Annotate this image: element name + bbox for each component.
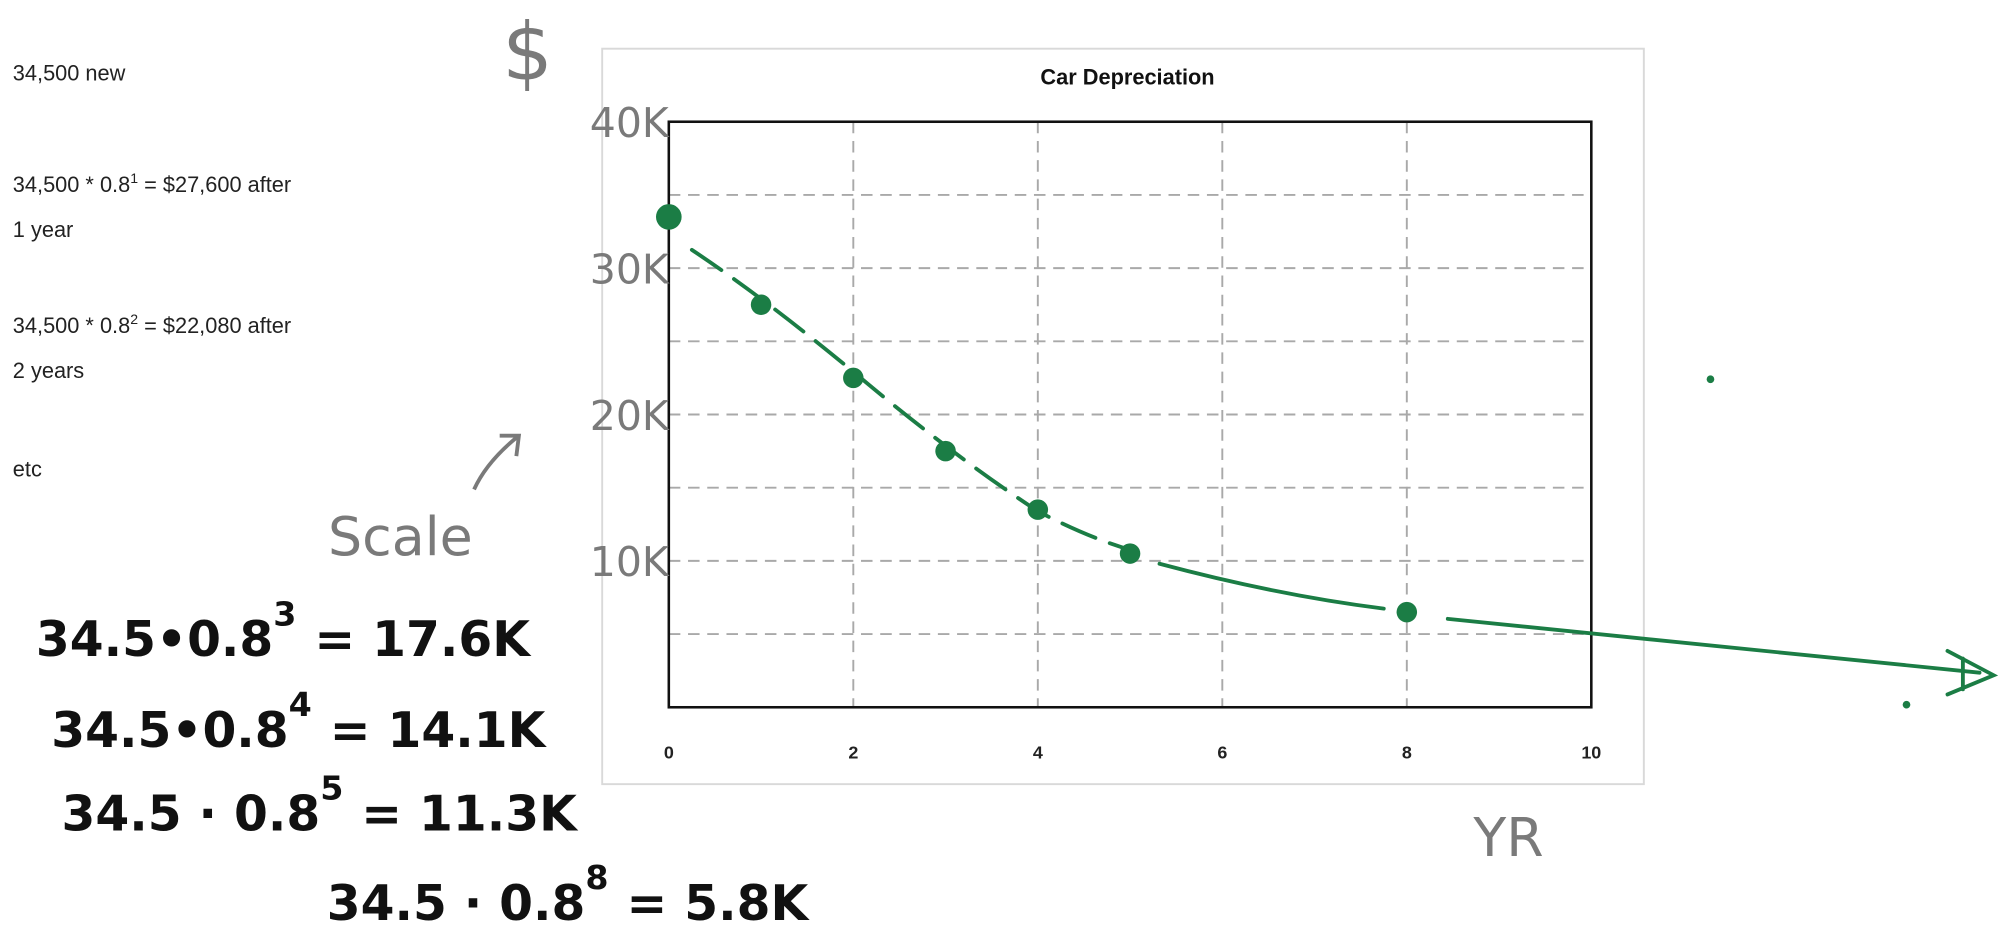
hand-equation: 34.5 · 0.88 = 5.8K [327,858,811,932]
hand-equation-base: 34.5 · 0.8 [62,786,321,842]
data-point [1120,543,1141,564]
hand-y-tick-label: 40K [590,99,670,147]
note-exponent: 2 [130,311,138,327]
data-point [1028,499,1049,520]
x-tick-label: 6 [1217,743,1227,763]
chart-frame [602,49,1644,784]
data-point [1397,602,1418,623]
data-point [843,368,864,389]
hand-equation-rest: = 5.8K [627,876,811,932]
hand-equation-rest: = 14.1K [330,703,548,759]
hand-equation-rest: = 17.6K [314,612,532,668]
hand-equation-exponent: 5 [320,769,343,808]
hand-scale-arrow [474,436,519,490]
hand-equation: 34.5•0.84 = 14.1K [51,685,547,759]
note-base: 34,500 * 0.8 [13,313,130,338]
note-line: 34,500 new [13,61,126,86]
note-base: 34,500 * 0.8 [13,172,130,197]
data-point [656,204,682,230]
hand-equation-exponent: 8 [585,858,608,897]
data-point [751,294,772,315]
hand-equation-base: 34.5•0.8 [51,703,288,759]
x-tick-label: 2 [848,743,858,763]
page: Car Depreciation $ Scale YR 34,500 new34… [0,0,2009,952]
hand-equation-base: 34.5 · 0.8 [327,876,586,932]
note-line: 34,500 * 0.81 = $27,600 after [13,170,291,197]
hand-equation-rest: = 11.3K [361,786,579,842]
note-line: 34,500 * 0.82 = $22,080 after [13,311,291,338]
hand-x-axis-label: YR [1472,806,1543,869]
hand-equation-exponent: 3 [273,594,296,633]
hand-y-tick-label: 10K [590,538,670,586]
stray-dot [1903,701,1911,709]
note-line-continued: 2 years [13,358,84,383]
chart-title: Car Depreciation [1040,65,1214,90]
hand-equation: 34.5 · 0.85 = 11.3K [62,769,580,843]
note-exponent: 1 [130,170,138,186]
hand-equation-exponent: 4 [289,685,312,724]
hand-y-tick-label: 20K [590,392,670,440]
x-tick-label: 8 [1402,743,1412,763]
note-rest: = $22,080 after [138,313,291,338]
lesson-screenshot: Car Depreciation $ Scale YR 34,500 new34… [0,0,2009,952]
x-tick-label: 4 [1033,743,1043,763]
hand-y-tick-label: 30K [590,245,670,293]
hand-y-axis-label: $ [502,5,553,98]
hand-equation: 34.5•0.83 = 17.6K [36,594,532,668]
note-rest: = $27,600 after [138,172,291,197]
x-tick-label: 0 [664,743,674,763]
data-point [935,441,956,462]
note-line-continued: 1 year [13,217,73,242]
x-tick-label: 10 [1581,743,1601,763]
hand-equation-base: 34.5•0.8 [36,612,273,668]
note-line: etc [13,457,42,482]
hand-scale-label: Scale [328,505,473,568]
stray-dot [1707,375,1715,383]
